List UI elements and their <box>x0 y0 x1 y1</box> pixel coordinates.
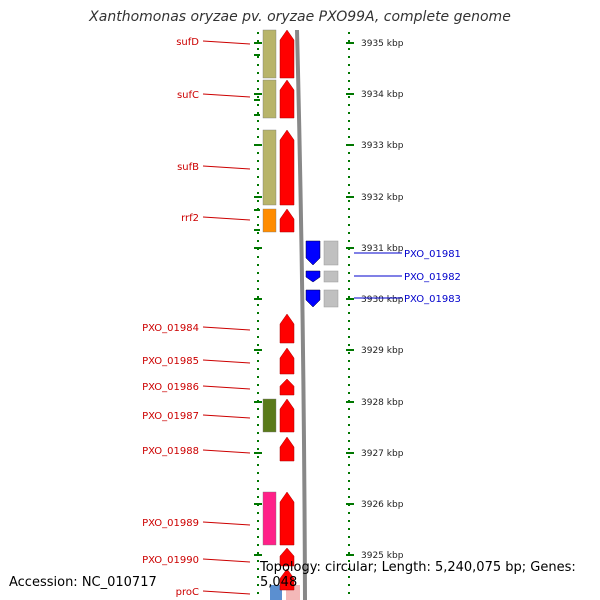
cds-arrow-sufB <box>279 129 295 206</box>
gene-box-PXO_01989 <box>262 491 277 546</box>
label-leader-PXO_01989 <box>202 521 251 526</box>
ruler-tick-label: 3927 kbp <box>361 449 404 459</box>
cds-arrow-rrf2 <box>279 208 295 233</box>
gene-label-sufC: sufC <box>177 90 199 101</box>
label-leader-PXO_01987 <box>202 414 251 419</box>
ruler-tick-label: 3929 kbp <box>361 346 404 356</box>
cds-arrow-PXO_01982 <box>305 270 321 283</box>
cds-arrow-PXO_01981 <box>305 240 321 266</box>
label-leader-PXO_01988 <box>202 449 251 454</box>
gene-label-PXO_01983: PXO_01983 <box>404 294 461 305</box>
label-leader-proC <box>202 590 251 595</box>
gene-label-PXO_01981: PXO_01981 <box>404 249 461 260</box>
cds-arrow-PXO_01988 <box>279 436 295 462</box>
cds-arrow-PXO_01987 <box>279 398 295 433</box>
label-leader-sufC <box>202 93 251 98</box>
cds-arrow-PXO_01986 <box>279 378 295 396</box>
ruler-tick-label: 3925 kbp <box>361 551 404 561</box>
cds-arrow-PXO_01985 <box>279 347 295 375</box>
gene-label-PXO_01986: PXO_01986 <box>142 382 199 393</box>
genome-summary: Topology: circular; Length: 5,240,075 bp… <box>260 560 576 590</box>
label-leader-rrf2 <box>202 216 251 221</box>
ruler-tick-label: 3928 kbp <box>361 398 404 408</box>
cds-arrow-sufC <box>279 79 295 119</box>
gene-box-PXO_01981 <box>323 240 339 266</box>
ruler-tick-label: 3931 kbp <box>361 244 404 254</box>
cds-arrow-PXO_01990 <box>279 547 295 567</box>
cds-arrow-PXO_01984 <box>279 313 295 344</box>
ruler-tick-label: 3933 kbp <box>361 141 404 151</box>
label-leader-sufB <box>202 165 251 170</box>
gene-label-PXO_01985: PXO_01985 <box>142 356 199 367</box>
gene-box-PXO_01987 <box>262 398 277 433</box>
label-leader-PXO_01990 <box>202 558 251 563</box>
ruler-tick-label: 3926 kbp <box>361 500 404 510</box>
map-title: Xanthomonas oryzae pv. oryzae PXO99A, co… <box>89 9 511 25</box>
cds-arrow-sufD <box>279 29 295 79</box>
gene-label-PXO_01987: PXO_01987 <box>142 411 199 422</box>
gene-box-rrf2 <box>262 208 277 233</box>
gene-label-PXO_01989: PXO_01989 <box>142 518 199 529</box>
ruler-tick-label: 3934 kbp <box>361 90 404 100</box>
gene-label-proC: proC <box>176 587 199 598</box>
gene-box-PXO_01983 <box>323 289 339 308</box>
gene-box-sufC <box>262 79 277 119</box>
ruler-tick-label: 3935 kbp <box>361 39 404 49</box>
gene-label-PXO_01990: PXO_01990 <box>142 555 199 566</box>
gene-box-sufD <box>262 29 277 79</box>
cds-arrow-PXO_01983 <box>305 289 321 308</box>
gene-box-PXO_01982 <box>323 270 339 283</box>
gene-label-rrf2: rrf2 <box>181 213 199 224</box>
ruler-tick-label: 3930 kbp <box>361 295 404 305</box>
gene-label-PXO_01984: PXO_01984 <box>142 323 199 334</box>
accession-label: Accession: NC_010717 <box>9 575 157 590</box>
backbone-strip-blue <box>270 585 282 600</box>
label-leader-PXO_01985 <box>202 359 251 364</box>
cds-arrow-proC <box>279 568 295 591</box>
gene-label-PXO_01982: PXO_01982 <box>404 272 461 283</box>
label-leader-sufD <box>202 40 251 45</box>
gene-label-sufD: sufD <box>176 37 199 48</box>
sequence-track <box>295 29 307 600</box>
cds-arrow-PXO_01989 <box>279 491 295 546</box>
gene-label-sufB: sufB <box>177 162 199 173</box>
gene-box-sufB <box>262 129 277 206</box>
gene-label-PXO_01988: PXO_01988 <box>142 446 199 457</box>
ruler-tick-label: 3932 kbp <box>361 193 404 203</box>
label-leader-PXO_01986 <box>202 385 251 390</box>
label-leader-PXO_01984 <box>202 326 251 331</box>
